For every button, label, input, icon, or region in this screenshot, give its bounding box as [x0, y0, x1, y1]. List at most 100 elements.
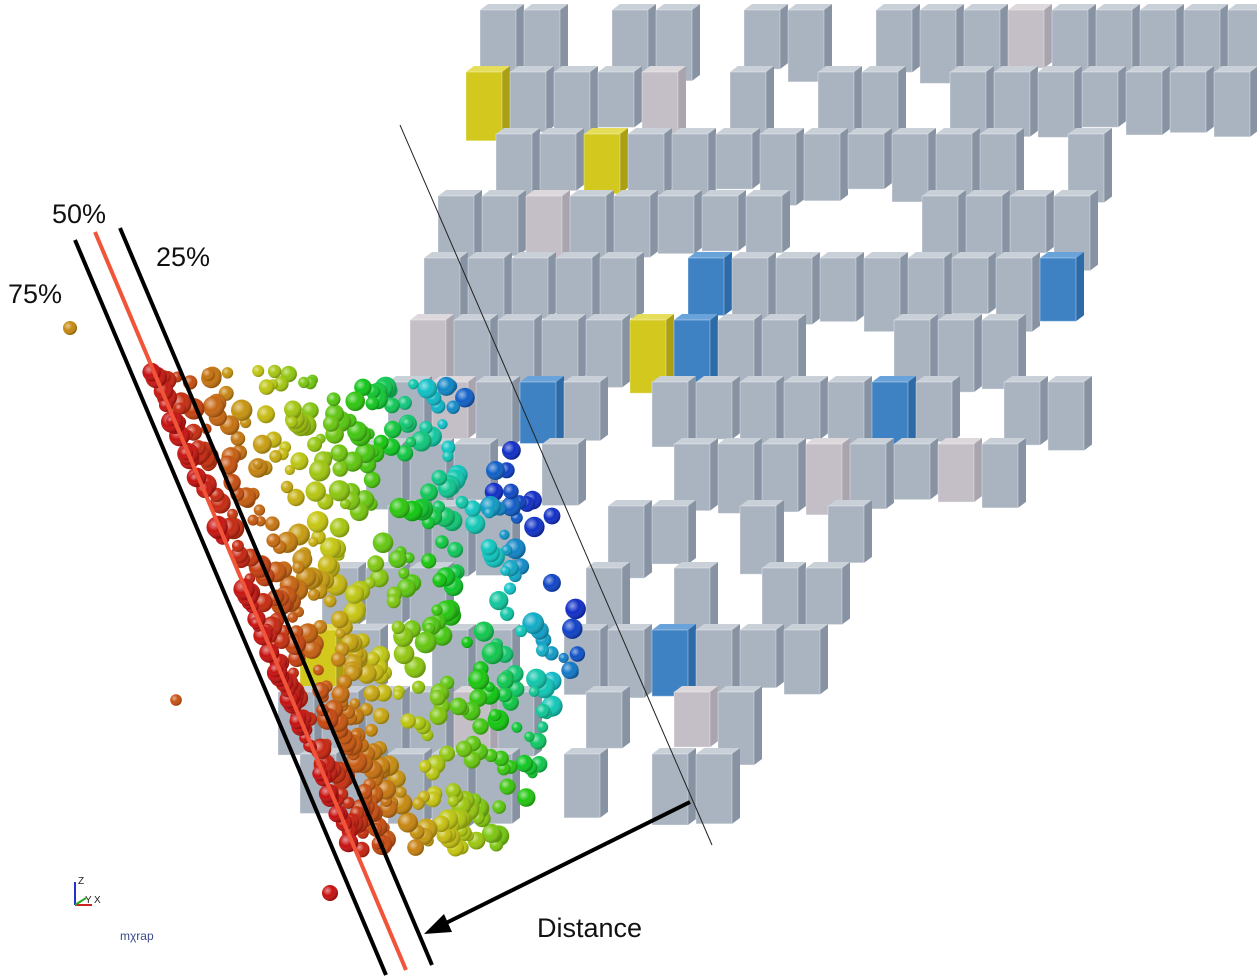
block-side	[548, 252, 556, 319]
block	[784, 630, 820, 694]
event-shine	[331, 444, 348, 461]
event-shine	[308, 537, 318, 547]
event-shine	[431, 605, 442, 616]
block-side	[1018, 438, 1026, 508]
event-shine	[450, 698, 468, 716]
block-side	[1030, 66, 1038, 137]
event-shine	[437, 419, 447, 429]
event-shine	[327, 392, 341, 406]
block-side	[578, 314, 586, 381]
block-side	[650, 190, 658, 257]
event-shine	[345, 585, 364, 604]
event-shine	[392, 621, 405, 634]
block	[892, 134, 928, 202]
event-shine	[393, 690, 403, 700]
block-side	[578, 438, 586, 506]
block	[818, 72, 854, 138]
event-shine	[365, 724, 378, 737]
block-side	[534, 314, 542, 384]
event-shine	[562, 619, 582, 639]
block	[1038, 72, 1074, 137]
block	[894, 444, 930, 500]
event-shine	[442, 451, 453, 462]
event-shine	[456, 496, 469, 509]
block	[1082, 72, 1118, 127]
block-side	[1044, 4, 1052, 68]
block-side	[798, 438, 806, 512]
block	[1126, 72, 1162, 135]
event-shine	[412, 797, 425, 810]
event-shine	[266, 533, 280, 547]
event-shine	[432, 573, 447, 588]
block-side	[1250, 66, 1257, 137]
block-top	[1228, 4, 1257, 10]
block	[820, 258, 856, 322]
block	[964, 10, 1000, 74]
event-shine	[269, 450, 282, 463]
event-shine	[373, 708, 389, 724]
block	[696, 382, 732, 439]
event-shine	[400, 713, 415, 728]
event-shine	[398, 568, 409, 579]
event-shine	[332, 461, 348, 477]
event-shine	[292, 561, 304, 573]
block-side	[644, 500, 652, 578]
event-shine	[366, 652, 380, 666]
block-side	[468, 376, 476, 439]
event-shine	[524, 732, 534, 742]
block-side	[688, 500, 696, 564]
event-shine	[512, 722, 523, 733]
arrow-head	[424, 914, 452, 934]
event-shine	[499, 779, 515, 795]
block	[1170, 72, 1206, 133]
block-side	[1206, 66, 1214, 133]
block-side	[754, 686, 762, 765]
block	[828, 506, 864, 563]
block	[598, 72, 634, 127]
event-shine	[331, 652, 346, 667]
event-shine	[285, 465, 295, 475]
event-shine	[529, 686, 540, 697]
block	[600, 258, 636, 318]
event-shine	[387, 594, 401, 608]
event-shine	[489, 709, 501, 721]
block-side	[854, 66, 862, 138]
event-shine	[398, 396, 412, 410]
block-side	[710, 438, 718, 511]
event-shine	[252, 365, 264, 377]
axis-y-label: Y	[85, 895, 92, 906]
block-side	[688, 624, 696, 696]
event-shine	[447, 401, 460, 414]
event-shine	[364, 685, 380, 701]
block-side	[620, 128, 628, 194]
block-side	[732, 748, 740, 824]
event-shine	[497, 672, 514, 689]
event-shine	[395, 786, 406, 797]
event-shine	[253, 459, 263, 469]
label-75: 75%	[8, 279, 62, 309]
block-side	[600, 748, 608, 818]
block-side	[1032, 252, 1040, 332]
block	[652, 506, 688, 564]
event-shine	[561, 662, 578, 679]
block-side	[1104, 128, 1112, 203]
event-shine	[345, 392, 365, 412]
block	[730, 72, 766, 135]
axis-z-label: Z	[78, 876, 84, 887]
block	[716, 134, 752, 189]
event-shine	[482, 642, 504, 664]
block	[658, 196, 694, 254]
block	[938, 444, 974, 502]
block	[520, 382, 556, 444]
block	[950, 72, 986, 137]
block	[696, 754, 732, 824]
event-shine	[286, 416, 298, 428]
block-side	[856, 252, 864, 322]
block	[586, 692, 622, 748]
event-shine	[284, 401, 302, 419]
block	[564, 754, 600, 818]
block-side	[1220, 4, 1228, 76]
block	[740, 630, 776, 688]
logo: mχrap	[120, 929, 154, 943]
block-side	[842, 562, 850, 625]
